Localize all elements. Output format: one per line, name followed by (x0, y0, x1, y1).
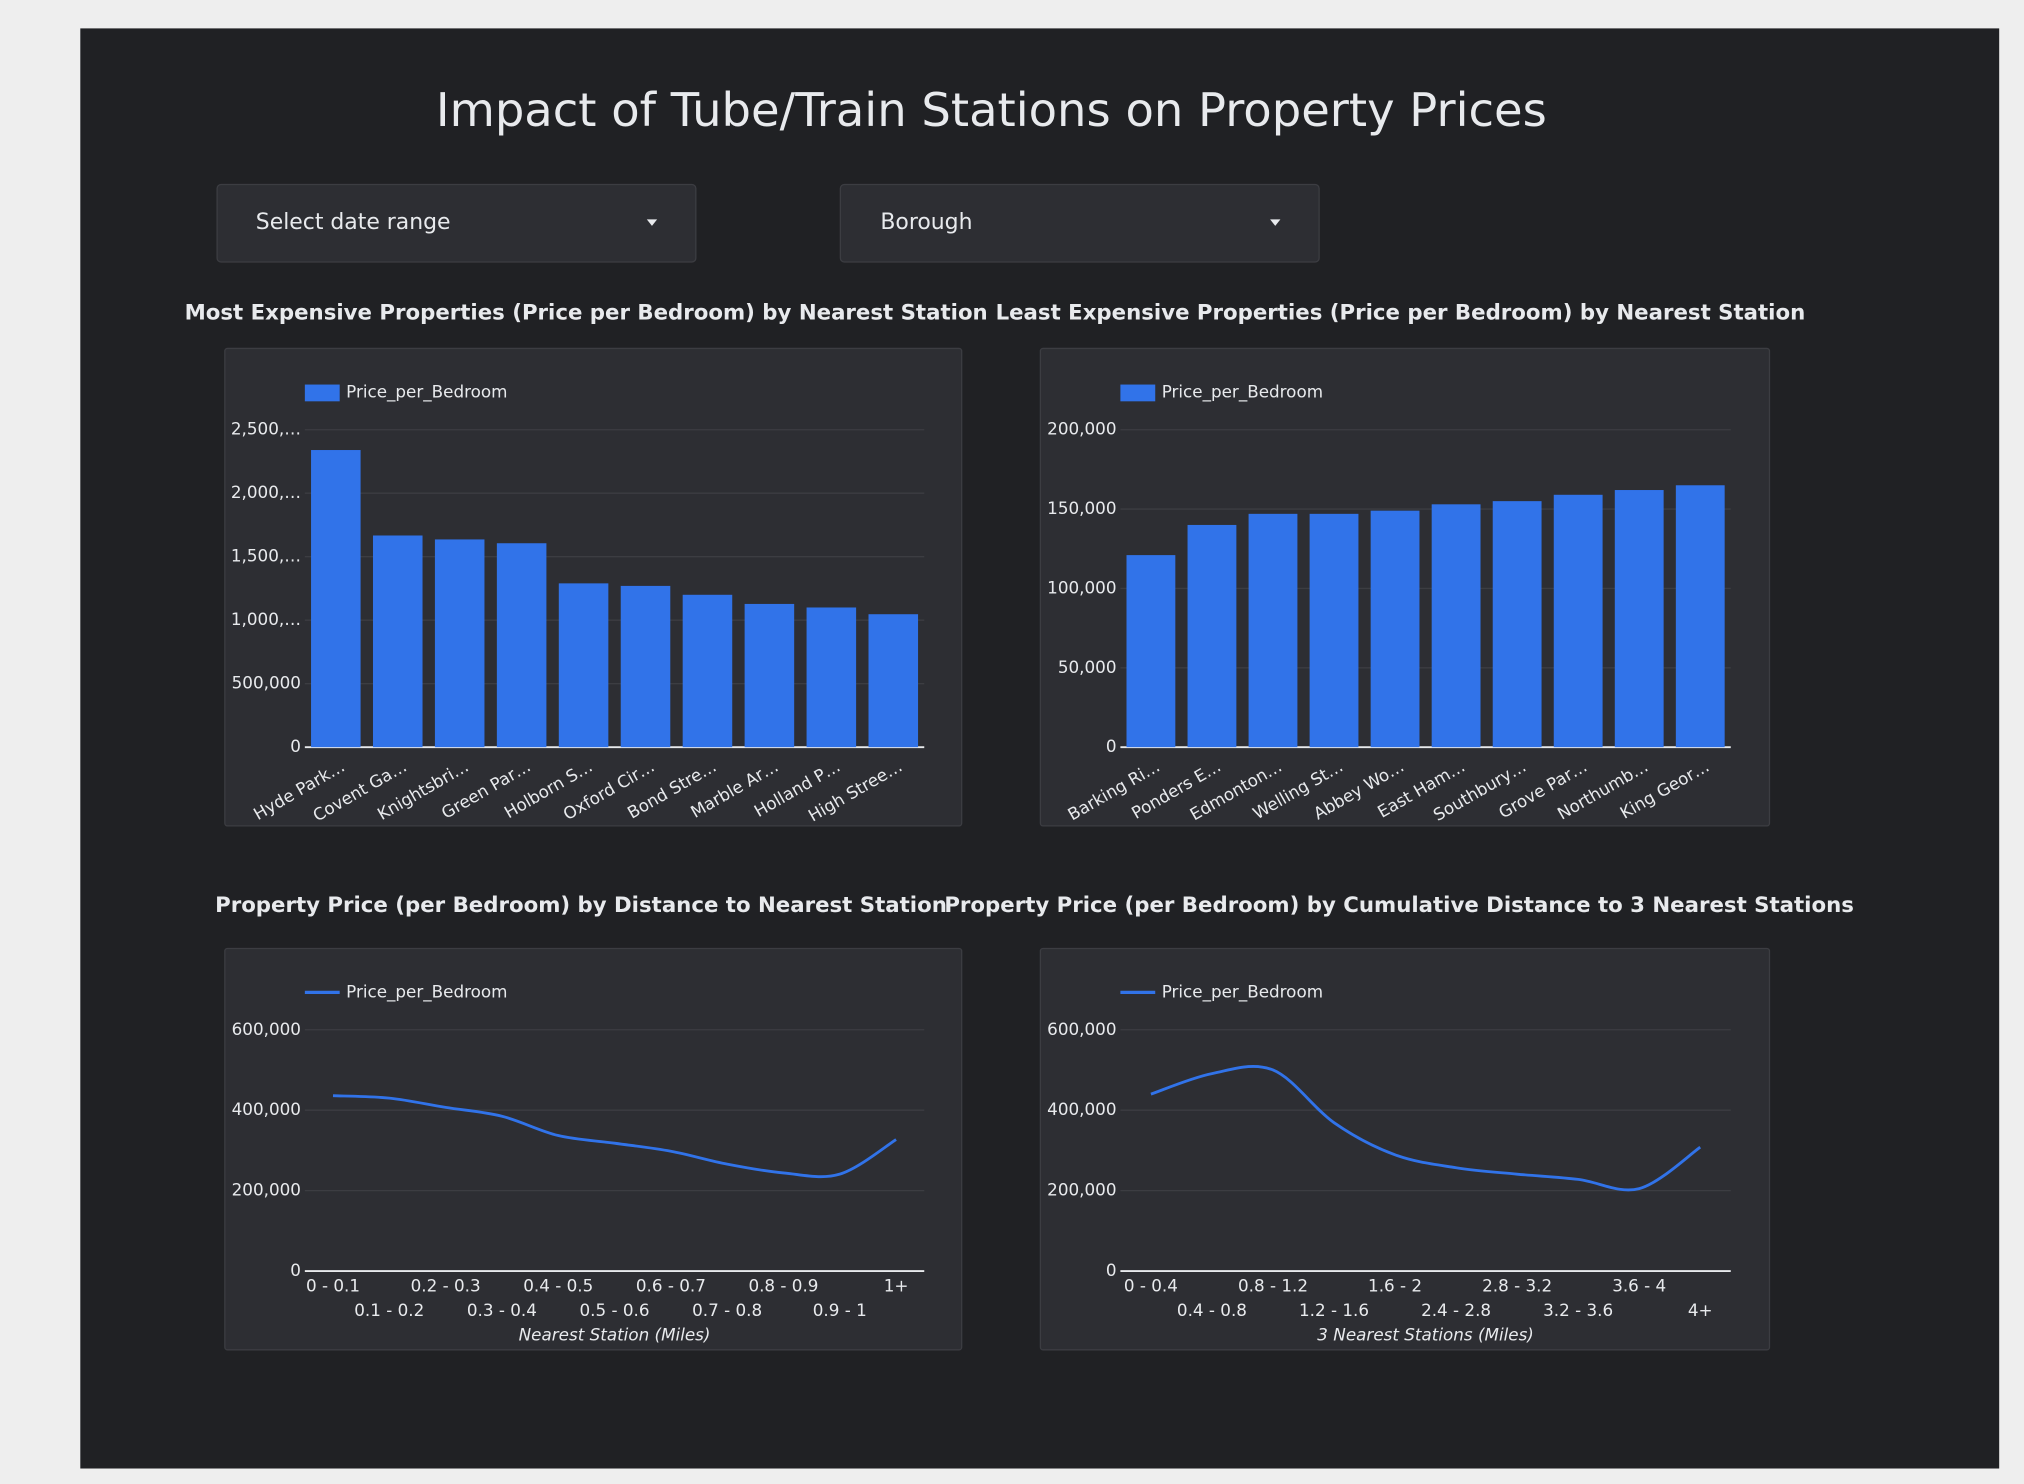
bar (1187, 524, 1237, 748)
legend-swatch (304, 384, 340, 402)
bar (372, 535, 423, 748)
chart: Most Expensive Properties (Price per Bed… (185, 301, 988, 827)
dropdown-label[interactable]: Select date range (256, 210, 451, 235)
bar (434, 539, 485, 748)
borough-dropdown[interactable]: Borough (839, 183, 1320, 263)
y-tick-label: 1,000,… (231, 609, 301, 629)
legend-label: Price_per_Bedroom (346, 381, 507, 402)
chart-card (224, 947, 963, 1351)
x-tick-label: 0.8 - 1.2 (1238, 1276, 1308, 1296)
x-axis-label: 3 Nearest Stations (Miles) (1317, 1325, 1534, 1345)
x-tick-label: 0.6 - 0.7 (636, 1276, 706, 1296)
y-tick-label: 0 (1106, 736, 1117, 756)
chart-title: Least Expensive Properties (Price per Be… (996, 301, 1806, 326)
date-range-dropdown[interactable]: Select date range (216, 183, 697, 263)
chart: Property Price (per Bedroom) by Distance… (215, 893, 963, 1351)
page-title: Impact of Tube/Train Stations on Propert… (436, 83, 1547, 137)
bar (1248, 513, 1298, 748)
x-tick-label: 1.6 - 2 (1368, 1276, 1422, 1296)
chart: Least Expensive Properties (Price per Be… (996, 301, 1806, 827)
legend-label: Price_per_Bedroom (346, 981, 507, 1002)
x-tick-label: 0 - 0.1 (306, 1276, 360, 1296)
x-tick-label: 3.2 - 3.6 (1543, 1300, 1613, 1320)
y-tick-label: 2,000,… (231, 482, 301, 502)
y-tick-label: 400,000 (1047, 1099, 1116, 1119)
line (332, 1094, 897, 1179)
y-tick-label: 200,000 (232, 1180, 301, 1200)
dropdown-box[interactable] (216, 183, 697, 263)
legend-label: Price_per_Bedroom (1162, 981, 1323, 1002)
dropdown-arrow[interactable] (1270, 219, 1281, 226)
x-tick-label: 1+ (884, 1276, 909, 1296)
y-tick-label: 200,000 (1047, 419, 1116, 439)
y-tick-label: 400,000 (232, 1099, 301, 1119)
legend-label: Price_per_Bedroom (1162, 381, 1323, 402)
bar (1675, 485, 1725, 748)
dropdown-box[interactable] (839, 183, 1320, 263)
x-tick-label: 0.4 - 0.5 (523, 1276, 593, 1296)
x-tick-label: 2.4 - 2.8 (1421, 1300, 1491, 1320)
y-tick-label: 500,000 (232, 673, 301, 693)
x-tick-label: 0.9 - 1 (813, 1300, 867, 1320)
y-tick-label: 50,000 (1058, 657, 1117, 677)
y-tick-label: 2,500,… (231, 419, 301, 439)
y-tick-label: 1,500,… (231, 546, 301, 566)
bar (744, 603, 795, 748)
bar (1614, 490, 1664, 748)
bar (311, 450, 361, 748)
dropdown-arrow[interactable] (646, 219, 658, 226)
x-tick-label: 0 - 0.4 (1124, 1276, 1178, 1296)
bar (1553, 494, 1603, 748)
x-tick-label: 0.3 - 0.4 (467, 1300, 537, 1320)
bar (1492, 501, 1542, 748)
chart-title: Most Expensive Properties (Price per Bed… (185, 301, 988, 326)
bar (496, 543, 547, 748)
chart-title: Property Price (per Bedroom) by Distance… (215, 893, 947, 918)
bar (1370, 510, 1420, 748)
dropdown-label[interactable]: Borough (880, 210, 972, 235)
chart-card (1039, 947, 1771, 1351)
x-tick-label: 0.1 - 0.2 (354, 1300, 424, 1320)
y-tick-label: 150,000 (1047, 498, 1116, 518)
x-tick-label: 0.4 - 0.8 (1177, 1300, 1247, 1320)
x-tick-label: 4+ (1688, 1300, 1713, 1320)
bar (620, 585, 671, 748)
x-tick-label: 0.8 - 0.9 (748, 1276, 818, 1296)
x-tick-label: 1.2 - 1.6 (1299, 1300, 1369, 1320)
chart: Property Price (per Bedroom) by Cumulati… (944, 893, 1854, 1351)
x-tick-label: 0.5 - 0.6 (580, 1300, 650, 1320)
y-tick-label: 600,000 (232, 1019, 301, 1039)
bar (1431, 504, 1481, 748)
chart-title: Property Price (per Bedroom) by Cumulati… (944, 893, 1854, 918)
line (1150, 1064, 1702, 1192)
legend-swatch (1120, 384, 1156, 402)
y-tick-label: 200,000 (1047, 1180, 1116, 1200)
x-axis-label: Nearest Station (Miles) (519, 1325, 711, 1345)
bar (806, 607, 857, 748)
bar (868, 614, 919, 748)
bar (1126, 555, 1176, 748)
x-tick-label: 3.6 - 4 (1612, 1276, 1666, 1296)
y-tick-label: 0 (1106, 1260, 1117, 1280)
y-tick-label: 600,000 (1047, 1019, 1116, 1039)
x-tick-label: 0.7 - 0.8 (692, 1300, 762, 1320)
y-tick-label: 0 (290, 736, 301, 756)
bar (682, 594, 733, 748)
x-tick-label: 0.2 - 0.3 (411, 1276, 481, 1296)
y-tick-label: 0 (290, 1260, 301, 1280)
bar (558, 583, 609, 748)
y-tick-label: 100,000 (1047, 577, 1116, 597)
x-tick-label: 2.8 - 3.2 (1482, 1276, 1552, 1296)
bar (1309, 513, 1359, 748)
